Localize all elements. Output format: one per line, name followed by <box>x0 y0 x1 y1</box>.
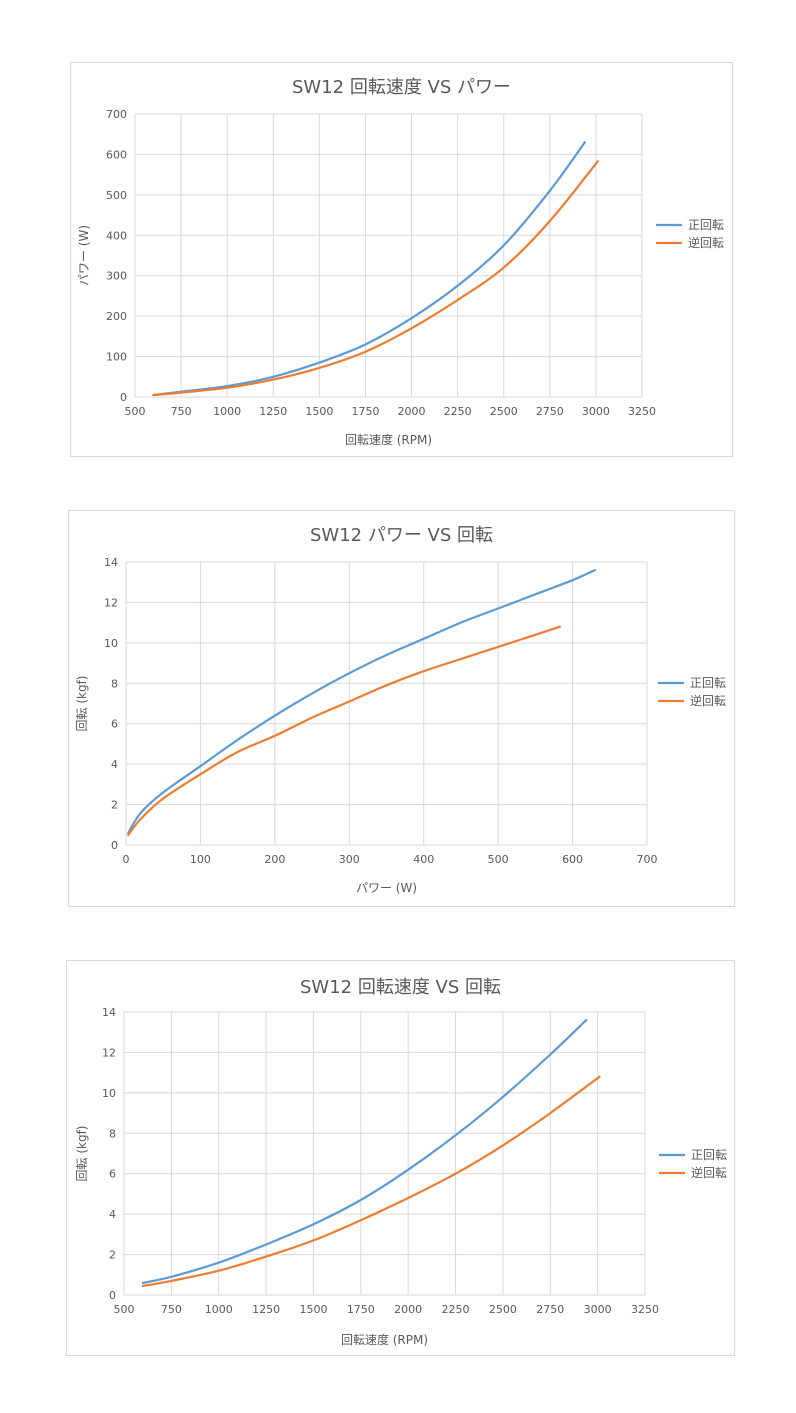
x-tick-label: 2000 <box>398 405 426 418</box>
x-tick-label: 2500 <box>489 1303 517 1316</box>
y-tick-label: 14 <box>102 1006 116 1019</box>
x-tick-label: 1750 <box>347 1303 375 1316</box>
y-tick-label: 400 <box>106 229 127 242</box>
series-line-reverse <box>127 625 561 836</box>
legend-label: 正回転 <box>691 1148 727 1162</box>
legend-item: 逆回転 <box>659 1165 727 1180</box>
y-axis-label: パワー (W) <box>77 225 91 286</box>
y-tick-label: 700 <box>106 108 127 121</box>
chart-rpm-vs-power: SW12 回転速度 VS パワー 500 750 1000 1250 1500 1750 20… <box>70 62 733 457</box>
x-tick-label: 1500 <box>299 1303 327 1316</box>
x-tick-label: 3250 <box>631 1303 659 1316</box>
x-tick-label: 750 <box>171 405 192 418</box>
y-tick-label: 200 <box>106 310 127 323</box>
x-tick-label: 2500 <box>490 405 518 418</box>
x-tick-label: 2750 <box>536 405 564 418</box>
x-tick-label: 3000 <box>584 1303 612 1316</box>
x-tick-label: 1750 <box>351 405 379 418</box>
x-tick-label: 3000 <box>582 405 610 418</box>
legend-item: 正回転 <box>658 676 726 690</box>
y-tick-label: 4 <box>111 758 118 771</box>
chart-rpm-vs-torque: SW12 回転速度 VS 回転 500 750 1000 1250 1500 1750 200… <box>66 960 735 1356</box>
y-tick-label: 6 <box>111 718 118 731</box>
chart-title: SW12 回転速度 VS 回転 <box>300 977 501 998</box>
y-tick-label: 100 <box>106 351 127 364</box>
y-tick-label: 4 <box>109 1208 116 1221</box>
y-axis-label: 回転 (kgf) <box>75 676 89 732</box>
y-tick-label: 0 <box>120 391 127 404</box>
y-tick-label: 600 <box>106 148 127 161</box>
legend-label: 正回転 <box>690 676 726 690</box>
x-axis-label: 回転速度 (RPM) <box>341 1332 428 1347</box>
chart-svg: SW12 パワー VS 回転 0 100 200 300 400 500 600 700 0 2 4 6… <box>75 525 726 895</box>
y-tick-label: 8 <box>109 1127 116 1140</box>
chart-title: SW12 パワー VS 回転 <box>310 525 493 546</box>
x-tick-label: 2250 <box>442 1303 470 1316</box>
x-tick-label: 1000 <box>213 405 241 418</box>
y-tick-label: 12 <box>104 596 118 609</box>
x-tick-label: 500 <box>114 1303 135 1316</box>
x-tick-label: 1250 <box>259 405 287 418</box>
x-tick-label: 1000 <box>205 1303 233 1316</box>
y-tick-label: 10 <box>102 1087 116 1100</box>
y-tick-label: 300 <box>106 270 127 283</box>
x-tick-label: 3250 <box>628 405 656 418</box>
y-tick-label: 10 <box>104 637 118 650</box>
x-tick-label: 100 <box>190 853 211 866</box>
y-tick-label: 12 <box>102 1046 116 1059</box>
series-line-forward <box>127 569 596 834</box>
x-tick-label: 2250 <box>444 405 472 418</box>
y-tick-label: 8 <box>111 677 118 690</box>
series-line-forward <box>141 1019 588 1284</box>
y-tick-label: 0 <box>111 839 118 852</box>
x-tick-label: 700 <box>637 853 658 866</box>
legend-item: 正回転 <box>656 218 724 232</box>
legend-label: 正回転 <box>688 218 724 232</box>
y-tick-label: 500 <box>106 189 127 202</box>
x-tick-label: 0 <box>123 853 130 866</box>
y-tick-label: 0 <box>109 1289 116 1302</box>
x-tick-label: 200 <box>264 853 285 866</box>
legend-item: 逆回転 <box>658 693 726 708</box>
x-tick-label: 300 <box>339 853 360 866</box>
y-axis-label: 回転 (kgf) <box>75 1126 89 1182</box>
y-tick-label: 6 <box>109 1168 116 1181</box>
x-tick-label: 500 <box>488 853 509 866</box>
legend-item: 逆回転 <box>656 235 724 250</box>
x-axis-label: パワー (W) <box>356 881 417 895</box>
y-tick-label: 2 <box>109 1249 116 1262</box>
x-tick-label: 1250 <box>252 1303 280 1316</box>
chart-power-vs-torque: SW12 パワー VS 回転 0 100 200 300 400 500 600 700 0 2 4 6… <box>68 510 735 907</box>
legend-item: 正回転 <box>659 1148 727 1162</box>
series-line-reverse <box>141 1075 601 1287</box>
series-line-forward <box>152 141 586 397</box>
x-axis-label: 回転速度 (RPM) <box>345 432 432 447</box>
legend-label: 逆回転 <box>688 235 724 250</box>
x-tick-label: 1500 <box>305 405 333 418</box>
series-line-reverse <box>152 160 599 397</box>
legend-label: 逆回転 <box>691 1165 727 1180</box>
x-tick-label: 2750 <box>536 1303 564 1316</box>
chart-svg: SW12 回転速度 VS 回転 500 750 1000 1250 1500 1750 200… <box>75 977 727 1347</box>
x-tick-label: 400 <box>413 853 434 866</box>
y-tick-label: 2 <box>111 799 118 812</box>
y-tick-label: 14 <box>104 556 118 569</box>
x-tick-label: 750 <box>161 1303 182 1316</box>
legend-label: 逆回転 <box>690 693 726 708</box>
x-tick-label: 500 <box>125 405 146 418</box>
x-tick-label: 2000 <box>394 1303 422 1316</box>
x-tick-label: 600 <box>562 853 583 866</box>
chart-title: SW12 回転速度 VS パワー <box>292 77 511 98</box>
